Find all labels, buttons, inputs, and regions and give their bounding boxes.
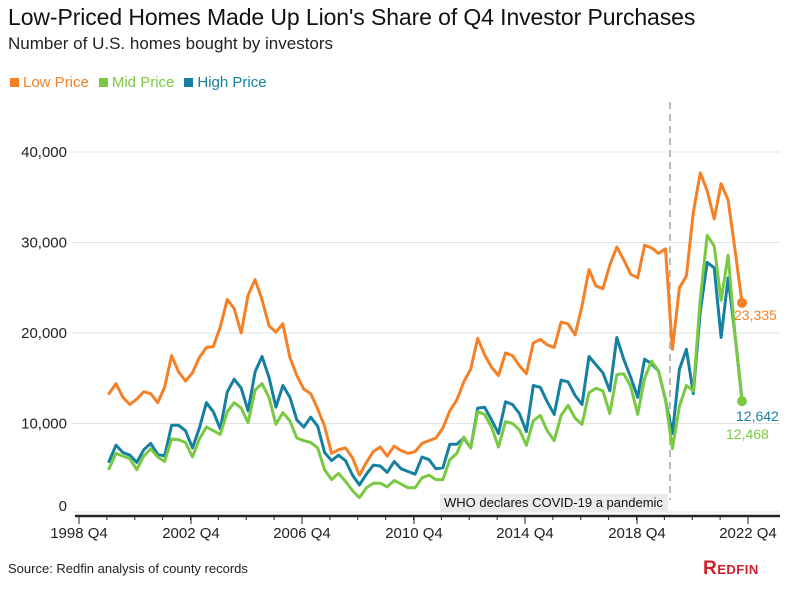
gridlines	[72, 151, 780, 513]
legend-item-mid[interactable]: Mid Price	[98, 74, 175, 91]
y-tick-label: 30,000	[21, 235, 67, 252]
legend-label-low: Low Price	[23, 74, 89, 91]
series-line-mid	[107, 233, 744, 500]
x-tick-label: 2006 Q4	[273, 525, 331, 542]
covid-annotation-text: WHO declares COVID-19 a pandemic	[444, 495, 663, 510]
x-axis: 1998 Q4 2002 Q4 2006 Q4 2010 Q4 2014 Q4 2018 …	[50, 514, 780, 542]
covid-annotation: WHO declares COVID-19 a pandemic	[440, 102, 671, 512]
chart-subtitle: Number of U.S. homes bought by investors	[8, 34, 334, 53]
legend-item-low[interactable]: Low Price	[10, 74, 89, 91]
annotation-background	[440, 494, 668, 512]
y-tick-label: 40,000	[21, 144, 67, 161]
legend-swatch-high	[184, 78, 194, 87]
x-tick-label: 2018 Q4	[608, 525, 666, 542]
x-tick-label: 2014 Q4	[496, 525, 554, 542]
source-note: Source: Redfin analysis of county record…	[8, 561, 248, 576]
x-tick-label: 1998 Q4	[50, 525, 108, 542]
y-tick-label: 20,000	[21, 325, 67, 342]
legend-swatch-low	[10, 78, 19, 87]
y-tick-label: 10,000	[21, 416, 67, 433]
end-label-high: 12,642	[736, 408, 779, 424]
x-tick-label: 2010 Q4	[385, 525, 443, 542]
legend: Low Price Mid Price High Price	[10, 74, 267, 91]
chart-title: Low-Priced Homes Made Up Lion's Share of…	[8, 4, 696, 30]
end-labels: 23,335 12,642 12,468	[726, 297, 779, 442]
x-tick-label: 2022 Q4	[719, 525, 777, 542]
redfin-logo: Redfin	[703, 558, 759, 579]
end-marker-mid	[737, 396, 747, 407]
legend-item-high[interactable]: High Price	[184, 74, 267, 91]
series-line-low	[107, 171, 744, 477]
x-tick-label: 2002 Q4	[162, 525, 220, 542]
y-tick-label: 0	[59, 498, 67, 515]
series-lines	[107, 171, 744, 500]
y-axis: 0 10,000 20,000 30,000 40,000	[21, 144, 67, 515]
legend-label-mid: Mid Price	[111, 74, 175, 91]
series-line-high	[107, 260, 744, 487]
end-label-mid: 12,468	[726, 426, 769, 442]
end-label-low: 23,335	[734, 307, 777, 323]
legend-label-high: High Price	[197, 74, 267, 91]
end-marker-low	[737, 297, 747, 308]
legend-swatch-mid	[98, 78, 108, 87]
